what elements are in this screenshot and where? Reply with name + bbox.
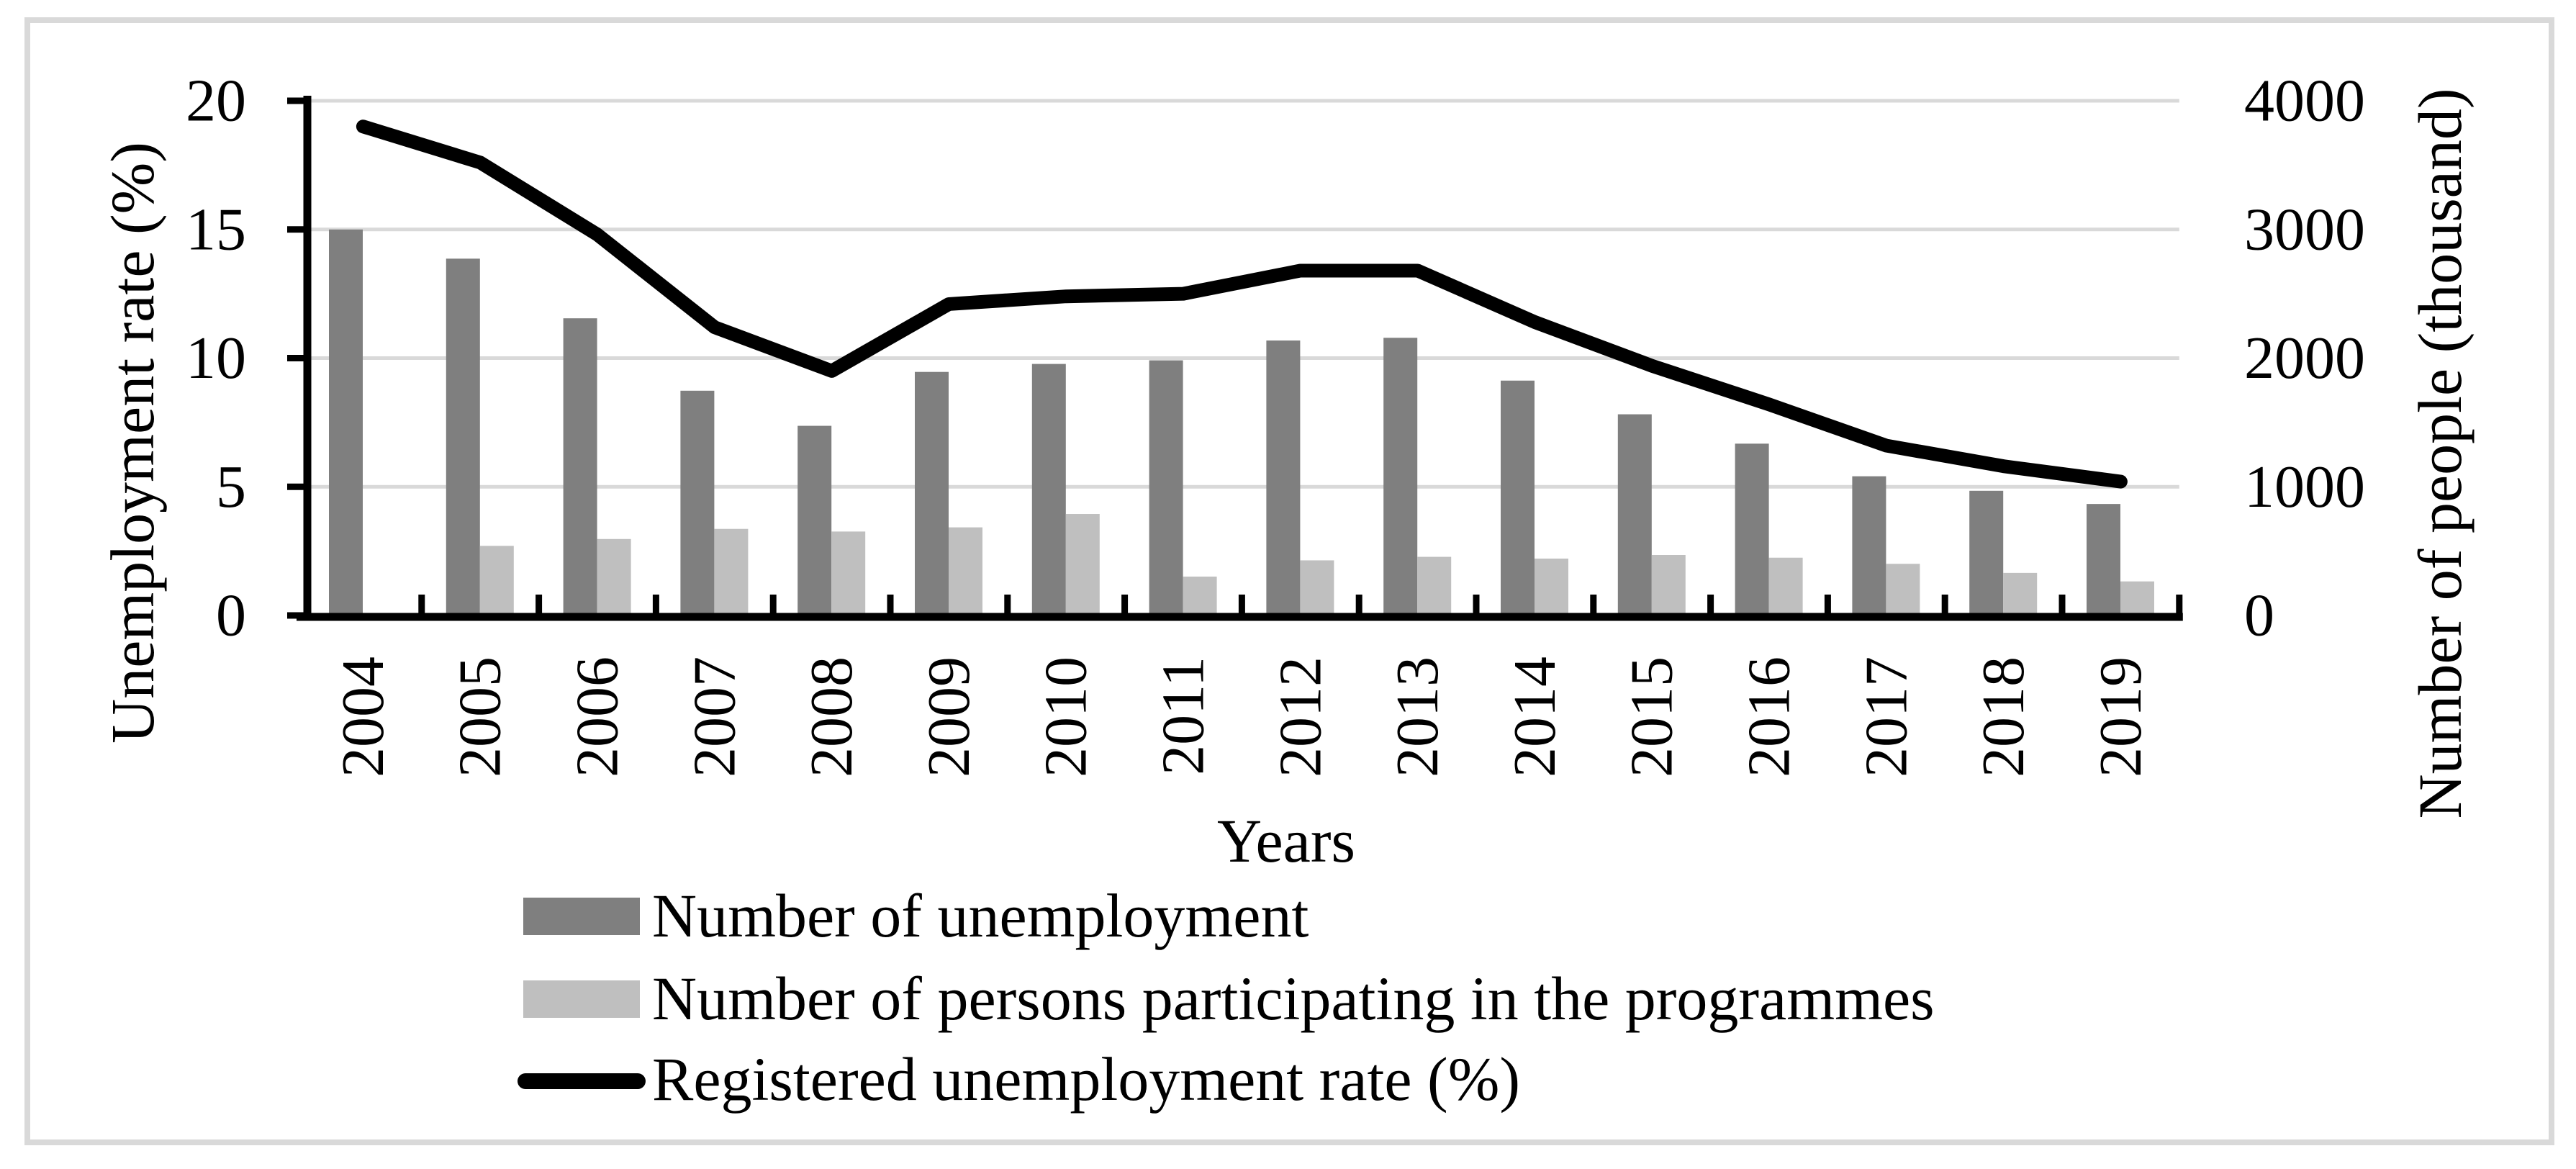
bar-participants-2014	[1535, 559, 1568, 614]
right-tick-label-4000: 4000	[2244, 68, 2365, 135]
bar-unemployment-2012	[1266, 340, 1301, 614]
legend-label-unemployment: Number of unemployment	[652, 881, 1309, 950]
bar-participants-2011	[1183, 577, 1217, 614]
x-axis-title: Years	[1217, 806, 1355, 875]
bar-unemployment-2013	[1383, 338, 1418, 614]
bar-unemployment-2004	[329, 229, 363, 614]
x-category-label-2008: 2008	[798, 656, 865, 777]
bar-unemployment-2019	[2087, 504, 2120, 614]
bar-unemployment-2009	[915, 371, 949, 614]
right-tick-label-0: 0	[2244, 582, 2274, 649]
bar-participants-2016	[1768, 557, 1803, 614]
bar-unemployment-2018	[1969, 490, 2004, 614]
bar-unemployment-2015	[1617, 414, 1652, 614]
x-category-label-2005: 2005	[447, 656, 514, 777]
x-category-label-2006: 2006	[564, 656, 631, 777]
x-category-label-2018: 2018	[1970, 656, 2037, 777]
left-tick-label-20: 20	[186, 68, 246, 135]
left-tick-label-0: 0	[216, 582, 246, 649]
x-category-label-2017: 2017	[1853, 656, 1920, 777]
bar-unemployment-2014	[1501, 380, 1535, 614]
bar-participants-2013	[1417, 556, 1452, 614]
right-tick-label-3000: 3000	[2244, 196, 2365, 263]
left-tick-label-10: 10	[186, 325, 246, 392]
legend-swatch-participants	[523, 980, 640, 1018]
left-axis-tick-labels: 0 5 10 15 20	[186, 68, 246, 649]
line-series-group	[356, 119, 2128, 489]
x-category-label-2015: 2015	[1619, 656, 1686, 777]
x-category-label-2016: 2016	[1736, 656, 1803, 777]
bar-participants-2008	[831, 531, 866, 614]
left-axis-title: Unemployment rate (%)	[98, 142, 167, 744]
legend: Number of unemployment Number of persons…	[518, 881, 1935, 1114]
x-axis-category-labels: 2004 2005 2006 2007 2008 2009 2010 2011 2012 2013…	[330, 656, 2154, 777]
legend-label-rate: Registered unemployment rate (%)	[652, 1044, 1520, 1114]
bar-unemployment-2016	[1735, 443, 1769, 614]
bar-participants-2007	[714, 528, 749, 614]
bar-participants-2012	[1300, 560, 1334, 614]
bar-participants-2006	[597, 538, 631, 614]
bar-unemployment-2010	[1031, 364, 1066, 614]
x-category-label-2019: 2019	[2087, 656, 2154, 777]
x-category-label-2010: 2010	[1033, 656, 1100, 777]
right-tick-label-1000: 1000	[2244, 453, 2365, 520]
x-category-label-2013: 2013	[1384, 656, 1451, 777]
right-axis-tick-labels: 0 1000 2000 3000 4000	[2244, 68, 2365, 649]
bar-participants-2019	[2120, 581, 2154, 614]
figure-border	[24, 17, 2554, 1145]
x-category-label-2012: 2012	[1267, 656, 1334, 777]
legend-swatch-unemployment	[523, 898, 640, 935]
x-category-label-2004: 2004	[330, 656, 397, 777]
bar-participants-2010	[1065, 514, 1100, 614]
bar-participants-2005	[479, 546, 514, 614]
line-registered-unemployment-rate	[356, 119, 2128, 489]
x-category-label-2014: 2014	[1501, 656, 1568, 777]
x-category-label-2011: 2011	[1150, 656, 1217, 775]
left-axis-tick-marks	[287, 97, 304, 619]
legend-label-participants: Number of persons participating in the p…	[652, 964, 1935, 1033]
bar-unemployment-2007	[680, 390, 715, 614]
bar-participants-2015	[1651, 555, 1686, 614]
bar-unemployment-2011	[1149, 360, 1183, 614]
bar-participants-2017	[1886, 564, 1920, 614]
x-axis-tick-marks	[418, 595, 2183, 616]
left-tick-label-15: 15	[186, 196, 246, 263]
x-category-label-2009: 2009	[916, 656, 982, 777]
x-category-label-2007: 2007	[681, 656, 748, 777]
bar-participants-2009	[949, 527, 982, 614]
right-axis-title: Number of people (thousand)	[2405, 89, 2475, 819]
bar-unemployment-2005	[446, 258, 480, 614]
right-tick-label-2000: 2000	[2244, 325, 2365, 392]
bars-group	[329, 229, 2154, 614]
bar-unemployment-2006	[563, 318, 597, 614]
bar-participants-2018	[2003, 572, 2038, 614]
left-tick-label-5: 5	[216, 453, 246, 520]
bar-unemployment-2017	[1852, 476, 1886, 614]
bar-unemployment-2008	[797, 425, 832, 614]
axis-lines	[297, 96, 2183, 621]
